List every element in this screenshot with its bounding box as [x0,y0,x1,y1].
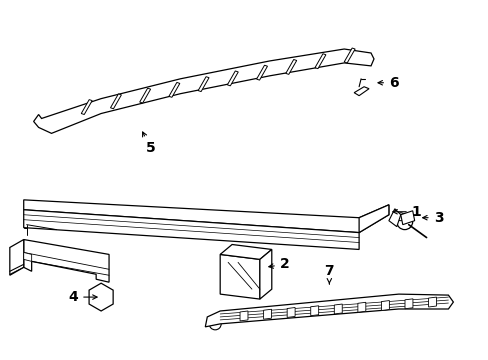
Circle shape [209,318,221,330]
Polygon shape [344,48,354,63]
Polygon shape [240,311,247,321]
Text: 5: 5 [142,132,155,155]
Polygon shape [24,200,388,233]
Polygon shape [310,306,318,316]
Polygon shape [314,54,325,69]
Polygon shape [89,283,113,311]
Polygon shape [334,304,342,314]
Polygon shape [357,302,365,312]
Polygon shape [24,239,109,282]
Polygon shape [259,249,271,299]
Text: 2: 2 [268,257,289,271]
Polygon shape [10,239,24,275]
Polygon shape [220,255,259,299]
Polygon shape [263,309,271,319]
Polygon shape [110,94,121,109]
Polygon shape [24,252,32,261]
Polygon shape [205,294,452,327]
Polygon shape [285,59,296,75]
Polygon shape [140,88,150,103]
Polygon shape [358,205,388,233]
Text: 3: 3 [422,211,443,225]
Polygon shape [256,65,267,80]
Polygon shape [220,244,271,260]
Polygon shape [353,87,368,96]
Circle shape [396,214,412,230]
Text: 1: 1 [392,205,421,219]
Text: 6: 6 [377,76,398,90]
Polygon shape [404,299,412,309]
Polygon shape [286,307,294,318]
Polygon shape [388,209,400,227]
Text: 4: 4 [68,290,97,304]
Polygon shape [427,297,436,307]
Polygon shape [34,49,373,133]
Polygon shape [81,100,92,114]
Polygon shape [168,82,180,97]
Polygon shape [381,301,388,310]
Circle shape [92,288,110,306]
Text: 7: 7 [324,264,333,284]
Circle shape [396,213,404,221]
Polygon shape [24,210,358,249]
Polygon shape [400,211,414,225]
Polygon shape [227,71,238,86]
Polygon shape [198,77,209,91]
